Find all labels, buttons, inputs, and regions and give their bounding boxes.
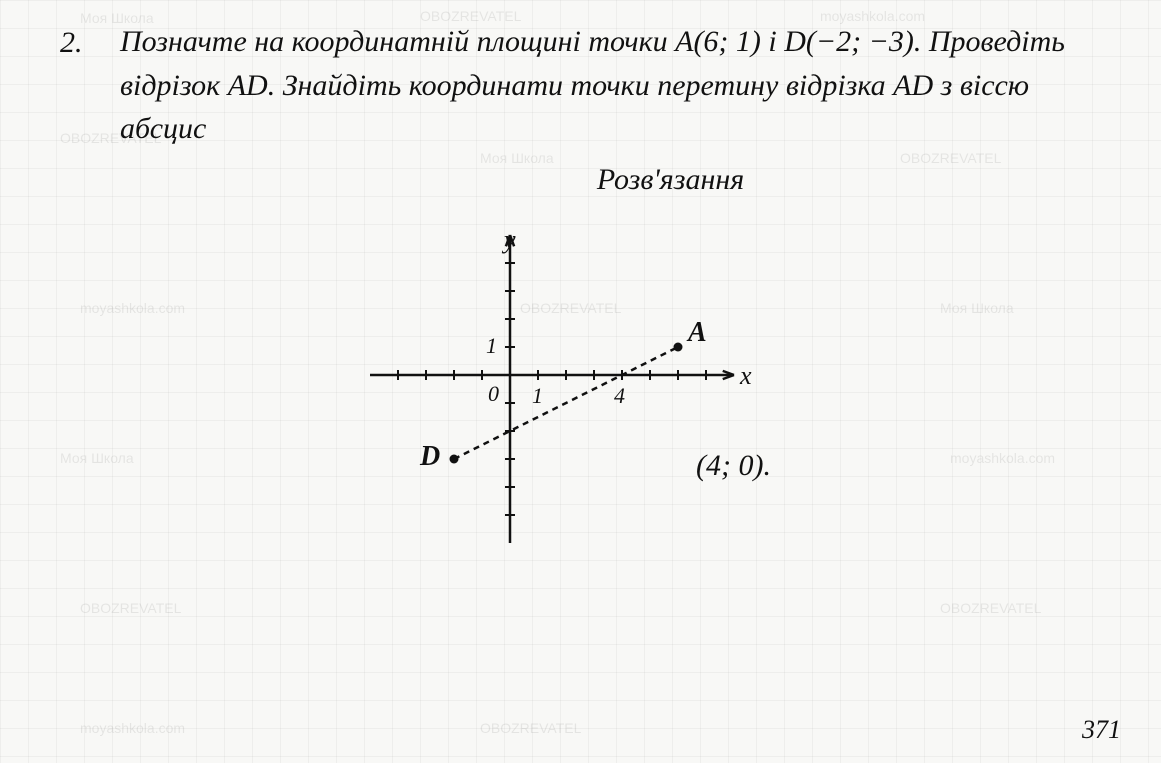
y-axis-label: y (504, 225, 516, 255)
y-tick-1: 1 (486, 333, 497, 359)
x-tick-4: 4 (614, 383, 625, 409)
problem-number: 2. (60, 20, 90, 151)
page-number: 371 (1082, 715, 1121, 745)
watermark: OBOZREVATEL (480, 720, 581, 736)
origin-label: 0 (488, 381, 499, 407)
answer-text: (4; 0). (696, 449, 771, 483)
point-d-label: D (420, 441, 440, 473)
coordinate-plane: y x 0 1 4 1 A D (4; 0). (360, 205, 880, 605)
point-a-label: A (688, 317, 707, 349)
x-axis-label: x (740, 361, 752, 391)
watermark: moyashkola.com (80, 720, 185, 736)
solution-title: Розв'язання (240, 163, 1101, 197)
x-tick-1: 1 (532, 383, 543, 409)
problem-text: Позначте на координатній площині точки A… (120, 20, 1100, 151)
